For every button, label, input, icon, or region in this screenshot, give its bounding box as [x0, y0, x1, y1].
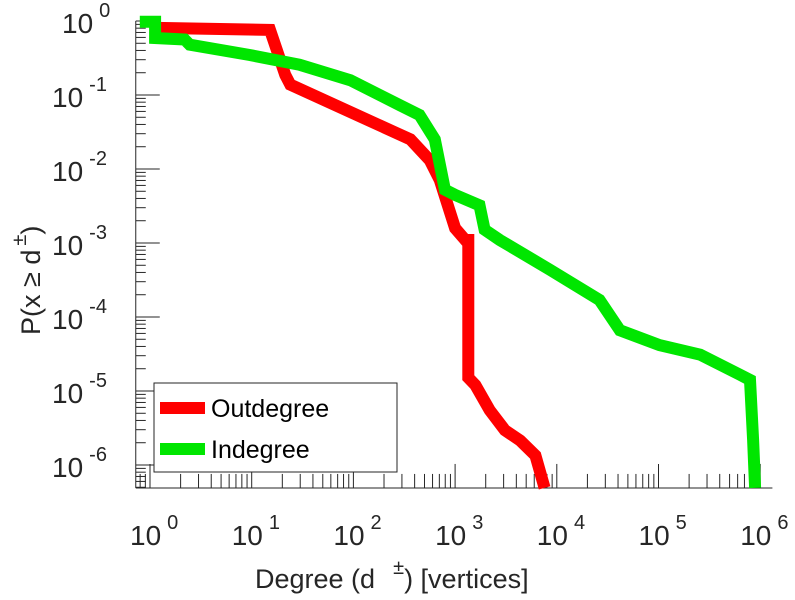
x-tick-labels: 10 0 10 1 10 2 10 3 10 4 10 5 10 6	[130, 512, 788, 551]
y-tick-label: 10 -4	[52, 296, 107, 335]
y-tick-label: 10 -6	[52, 444, 107, 483]
y-tick-label: 10 -2	[52, 148, 107, 187]
y-axis-title: P(x ≥ d±)	[9, 226, 46, 335]
x-tick-label: 10 3	[435, 512, 483, 551]
series-line-outdegree	[149, 21, 551, 490]
series-lines	[139, 15, 762, 490]
legend-label-indegree: Indegree	[211, 436, 310, 464]
series-line-indegree	[139, 15, 762, 489]
y-tick-label: 10 -1	[52, 74, 107, 113]
x-tick-label: 10 1	[232, 512, 280, 551]
x-tick-label: 10 2	[333, 512, 381, 551]
legend-box	[153, 382, 398, 473]
x-tick-label: 10 6	[740, 512, 788, 551]
x-axis-title: Degree (d ±) [vertices]	[255, 557, 529, 594]
y-tick-label: 10 -5	[52, 370, 107, 409]
x-tick-label: 10 0	[130, 512, 178, 551]
y-tick-label: 10 0	[62, 0, 110, 39]
x-tick-label: 10 5	[639, 512, 687, 551]
y-tick-label: 10 -3	[52, 222, 107, 261]
x-tick-label: 10 4	[537, 512, 585, 551]
legend: Outdegree Indegree	[153, 382, 398, 473]
legend-label-outdegree: Outdegree	[211, 395, 329, 423]
